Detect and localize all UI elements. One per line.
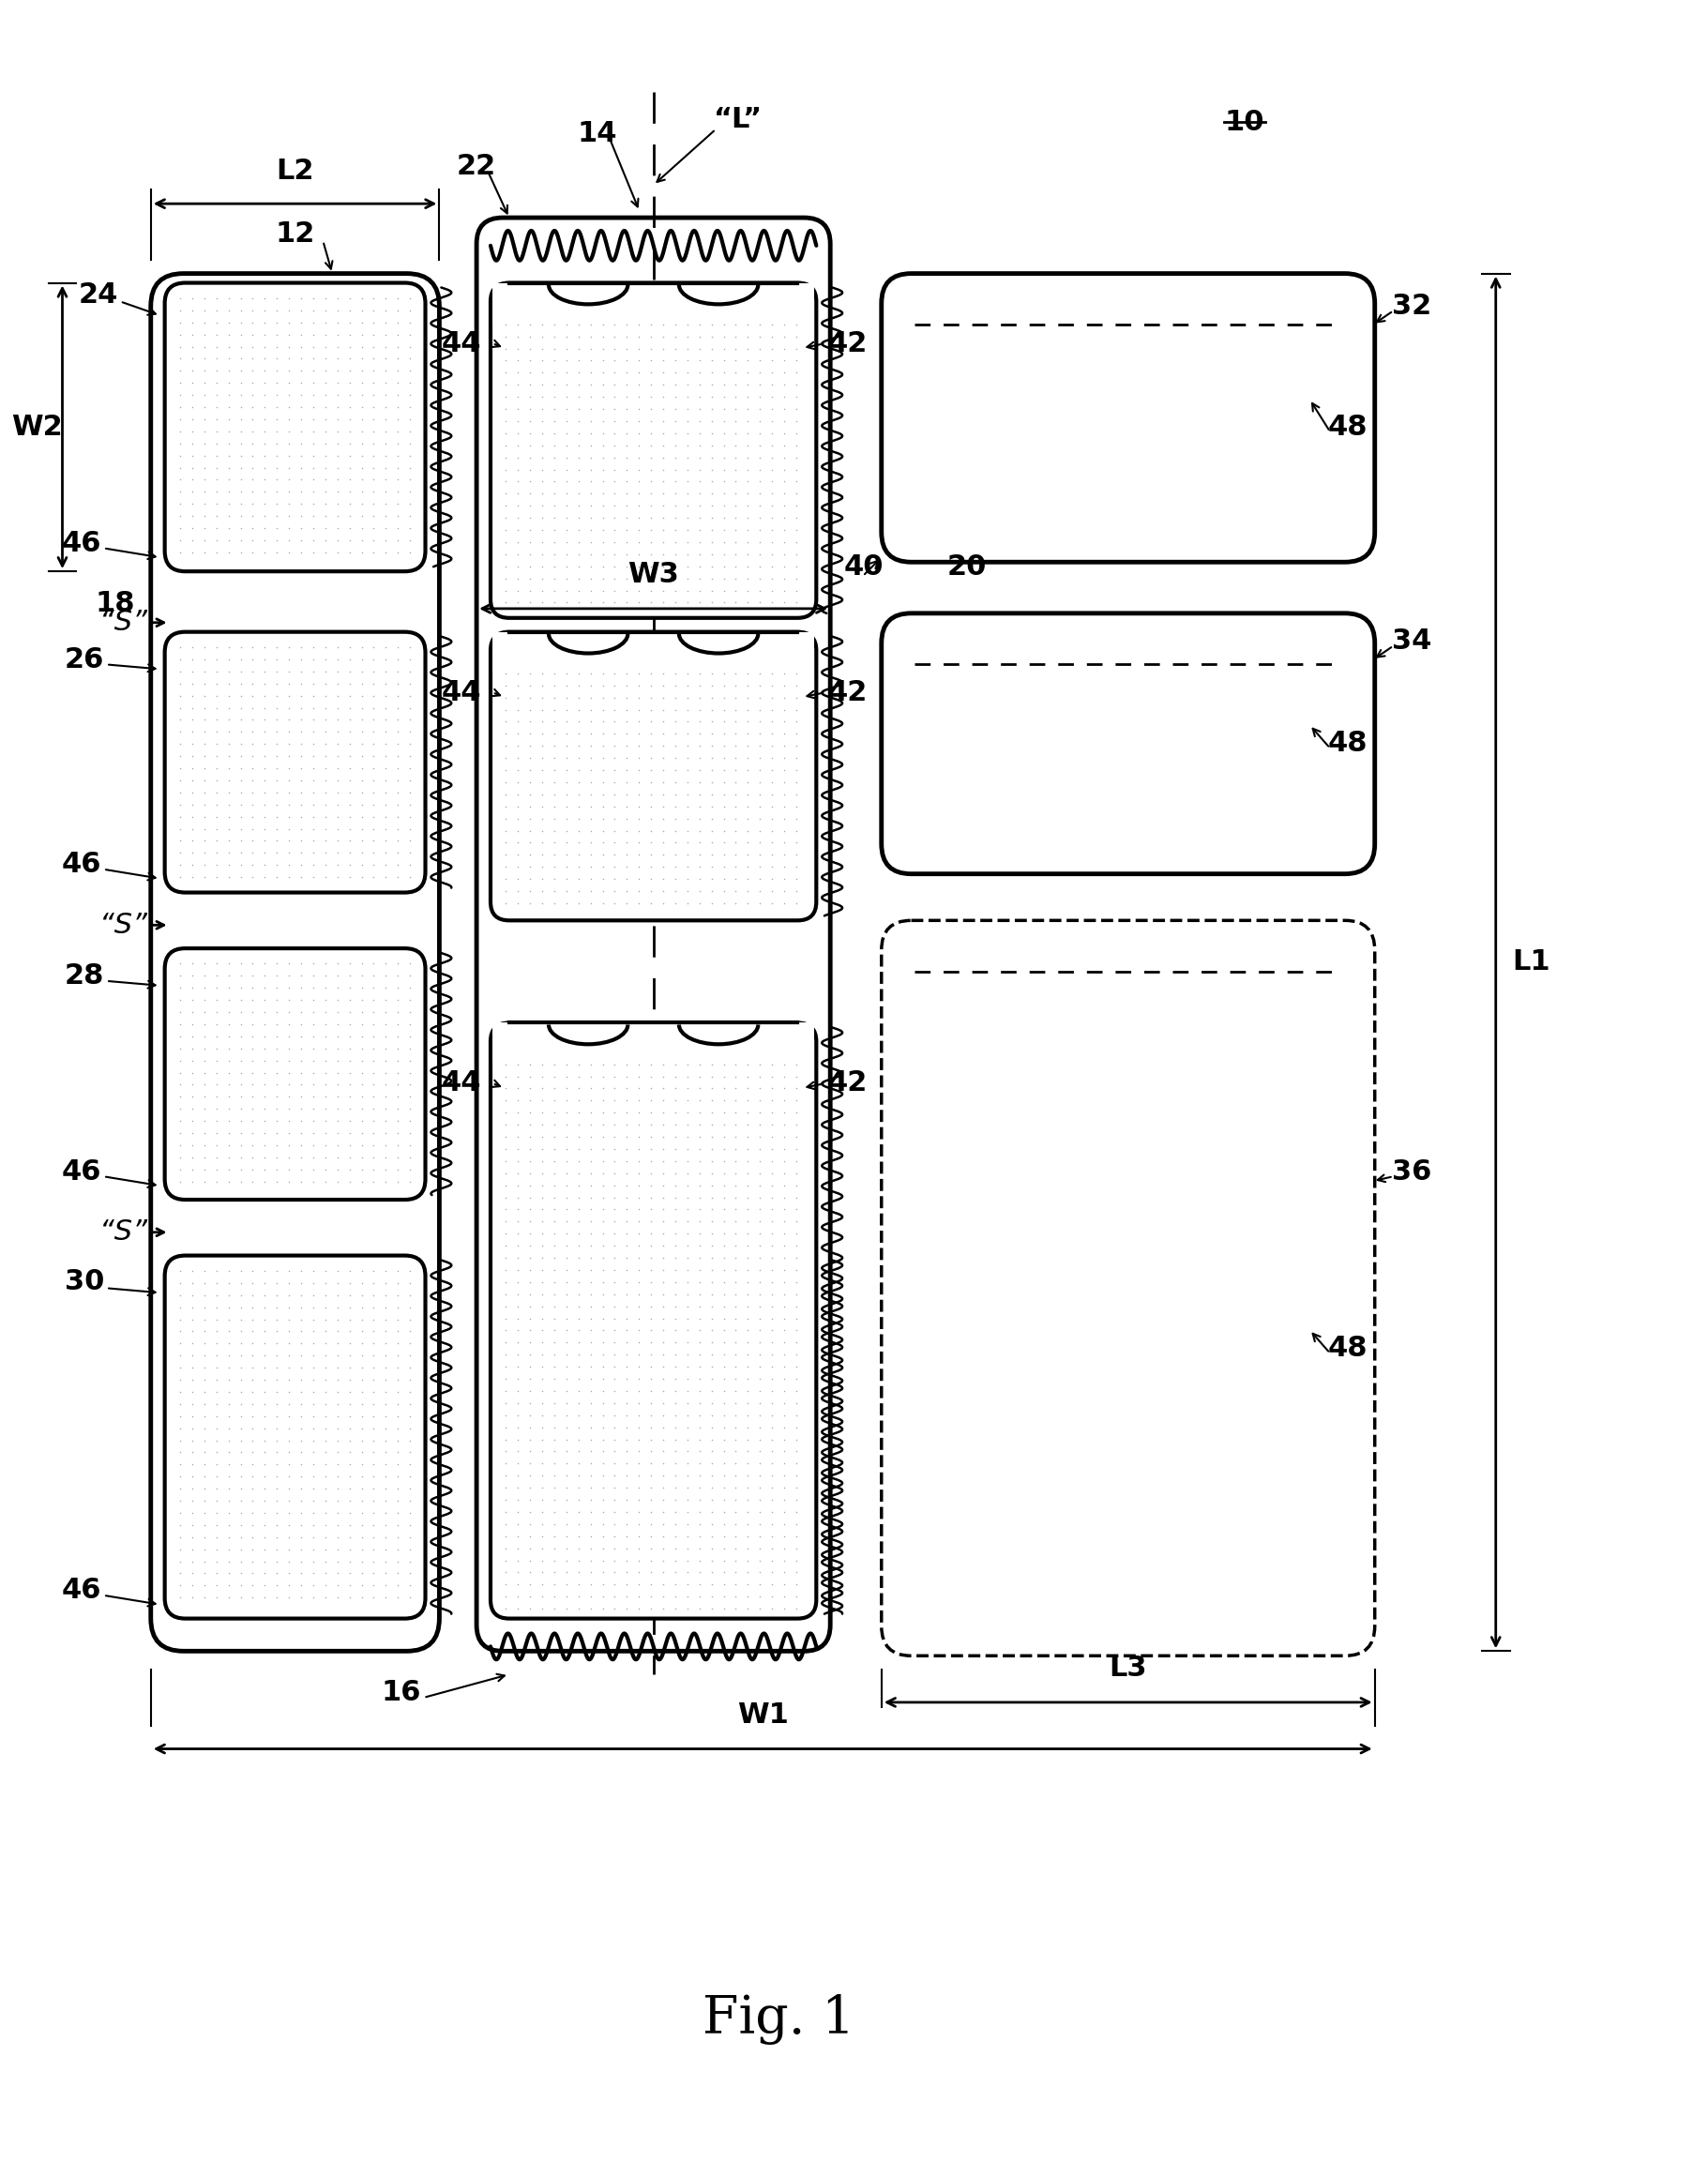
Text: 26: 26	[65, 646, 104, 672]
Text: 28: 28	[65, 962, 104, 990]
Text: L2: L2	[277, 158, 314, 186]
Text: 42: 42	[827, 331, 868, 357]
Text: 46: 46	[61, 530, 101, 558]
Text: 12: 12	[275, 221, 314, 249]
Text: “S”: “S”	[99, 1219, 147, 1245]
FancyBboxPatch shape	[490, 283, 816, 618]
Text: 32: 32	[1392, 292, 1431, 320]
Text: 46: 46	[61, 1576, 101, 1604]
FancyBboxPatch shape	[490, 631, 816, 921]
FancyBboxPatch shape	[150, 275, 439, 1652]
Text: 10: 10	[1225, 108, 1264, 136]
Text: “L”: “L”	[714, 106, 763, 134]
Text: 44: 44	[441, 1070, 482, 1096]
Text: 22: 22	[456, 154, 497, 179]
FancyBboxPatch shape	[164, 949, 425, 1200]
FancyBboxPatch shape	[881, 275, 1375, 562]
Text: “S”: “S”	[99, 912, 147, 938]
FancyBboxPatch shape	[881, 614, 1375, 873]
Text: L3: L3	[1108, 1654, 1148, 1682]
Text: 46: 46	[61, 1159, 101, 1185]
Text: W2: W2	[12, 413, 63, 441]
Text: 18: 18	[96, 590, 135, 618]
Text: 24: 24	[79, 281, 118, 309]
Text: L1: L1	[1513, 949, 1551, 975]
Text: W3: W3	[629, 560, 680, 588]
Text: 42: 42	[827, 679, 868, 707]
Text: “S”: “S”	[99, 610, 147, 636]
Text: 48: 48	[1329, 731, 1368, 757]
FancyBboxPatch shape	[164, 631, 425, 893]
FancyBboxPatch shape	[164, 1256, 425, 1619]
Text: Fig. 1: Fig. 1	[704, 1993, 856, 2045]
Text: 44: 44	[441, 331, 482, 357]
FancyBboxPatch shape	[881, 921, 1375, 1656]
Text: 48: 48	[1329, 413, 1368, 441]
FancyBboxPatch shape	[477, 218, 830, 1652]
Text: 44: 44	[441, 679, 482, 707]
Text: 34: 34	[1392, 627, 1431, 655]
Text: 36: 36	[1392, 1159, 1431, 1185]
Bar	[492, 1023, 815, 1064]
Text: 48: 48	[1329, 1334, 1368, 1362]
Text: 16: 16	[381, 1680, 420, 1706]
Text: W1: W1	[738, 1701, 789, 1727]
Text: 40: 40	[844, 553, 885, 579]
FancyBboxPatch shape	[164, 283, 425, 571]
Bar	[492, 631, 815, 672]
FancyBboxPatch shape	[490, 1023, 816, 1619]
Text: 42: 42	[827, 1070, 868, 1096]
Bar	[492, 283, 815, 322]
Text: 30: 30	[65, 1267, 104, 1295]
Text: 20: 20	[946, 553, 986, 579]
Text: 46: 46	[61, 852, 101, 878]
Text: 14: 14	[577, 119, 618, 147]
